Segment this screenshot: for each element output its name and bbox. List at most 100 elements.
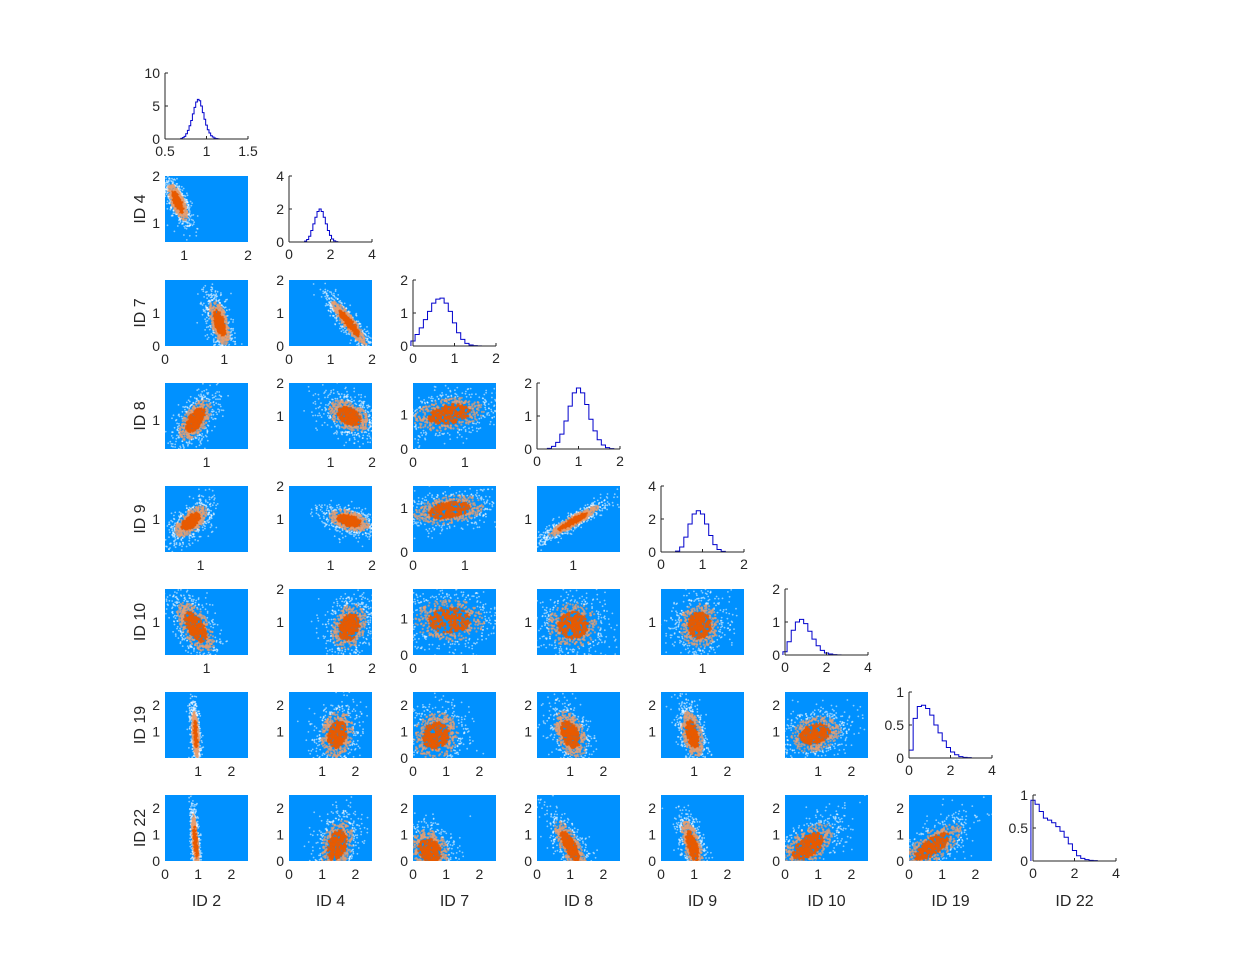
sample-point [371,342,372,344]
sample-point [223,323,226,327]
sample-point [324,288,327,291]
sample-point [197,510,200,513]
x-tick-label: 2 [244,247,252,263]
sample-point [446,395,449,398]
sample-point [417,435,420,437]
sample-point [172,212,175,215]
sample-point [367,335,370,338]
sample-point [208,328,211,331]
sample-point [324,406,326,409]
sample-point [214,313,217,316]
sample-point [372,348,374,350]
sample-point [373,421,375,423]
sample-point [180,433,183,436]
sample-point [448,398,451,401]
sample-point [473,415,477,418]
sample-point [167,442,170,445]
x-tick-label: 0 [781,659,789,675]
x-tick-label: 1 [575,453,583,469]
sample-point [202,308,205,311]
sample-point [198,428,201,431]
sample-point [183,433,186,436]
sample-point [462,411,465,414]
sample-point [354,420,358,423]
y-tick-label: 0 [400,441,408,457]
sample-point [208,398,211,401]
sample-point [362,340,365,343]
sample-point [198,437,201,439]
sample-point [347,404,350,407]
sample-point [458,414,462,417]
sample-point [414,425,417,428]
y-tick-label: 0 [276,234,284,250]
sample-point [203,513,206,516]
sample-point [202,529,205,531]
sample-point [417,407,420,409]
sample-point [347,407,350,411]
sample-point [343,444,346,447]
sample-point [190,442,193,445]
y-tick-label: 1 [896,684,904,700]
sample-point [216,290,219,293]
sample-point [337,392,340,395]
sample-point [160,187,162,189]
sample-point [181,417,184,420]
sample-point [342,329,344,331]
sample-point [160,169,162,171]
sample-point [450,406,454,409]
sample-point [232,340,235,343]
sample-point [179,524,182,527]
y-tick-label: 1 [276,408,284,424]
sample-point [189,426,192,429]
sample-point [476,413,480,417]
sample-point [191,224,194,227]
sample-point [447,414,450,418]
sample-point [209,306,212,309]
sample-point [196,431,200,434]
sample-point [165,195,167,198]
sample-point [455,393,458,396]
sample-point [362,434,365,437]
sample-point [432,409,435,413]
sample-point [221,342,224,345]
sample-point [348,410,352,414]
sample-point [181,423,184,426]
sample-point [162,190,164,192]
sample-point [334,417,337,420]
sample-point [178,511,181,513]
sample-point [207,416,210,419]
sample-point [362,400,365,403]
y-tick-label: 1 [276,305,284,321]
sample-point [353,331,356,335]
sample-point [346,396,348,399]
sample-point [215,380,217,382]
sample-point [181,545,184,548]
sample-point [338,405,342,408]
sample-point [174,522,177,525]
sample-point [348,439,351,442]
sample-point [345,420,349,423]
sample-point [438,411,442,415]
sample-point [372,415,374,417]
sample-point [434,411,437,414]
sample-point [329,305,332,307]
sample-point [317,398,320,400]
sample-point [183,194,186,197]
sample-point [356,338,359,342]
sample-point [330,300,332,303]
sample-point [189,544,191,547]
sample-point [359,322,361,325]
sample-point [196,321,199,324]
sample-point [371,416,372,419]
sample-point [435,415,439,418]
sample-point [219,344,221,346]
sample-point [372,434,374,436]
sample-point [193,397,196,399]
sample-point [346,323,349,327]
sample-point [461,392,464,394]
sample-point [429,429,433,432]
sample-point [405,397,407,399]
sample-point [227,347,229,349]
